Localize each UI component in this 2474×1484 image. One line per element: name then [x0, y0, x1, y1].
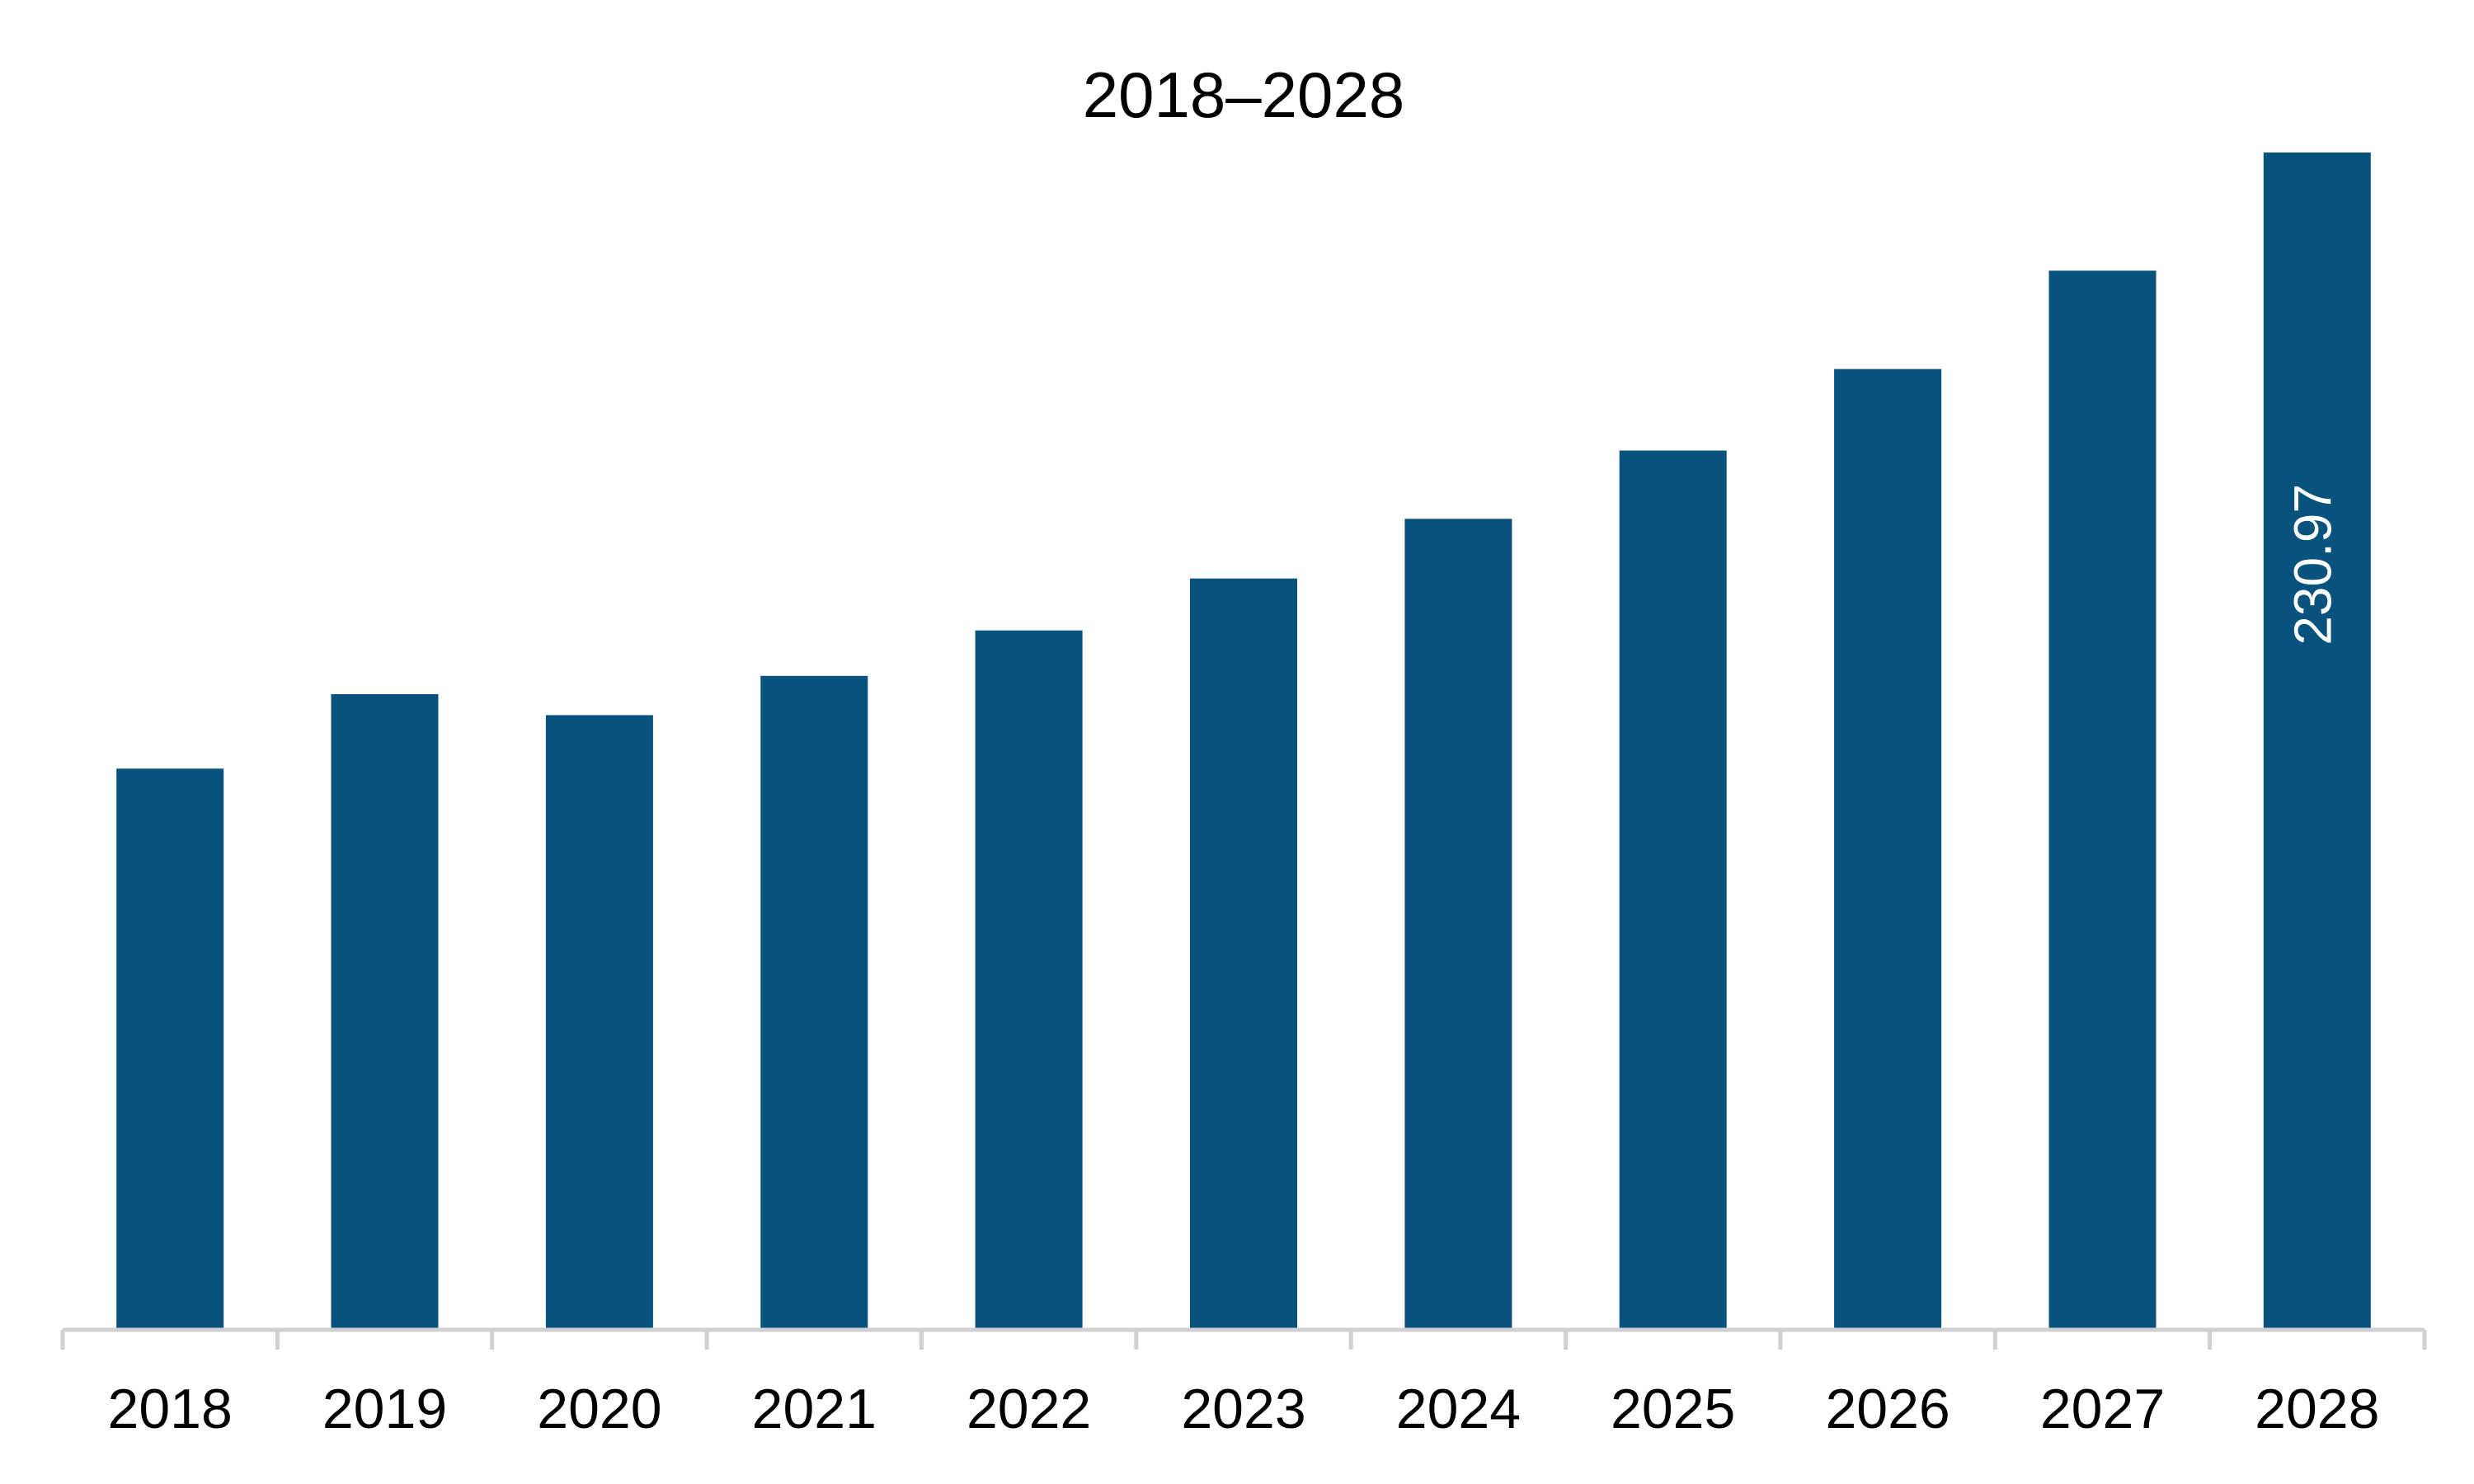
data-labels: 230.97 — [2284, 484, 2343, 646]
x-axis-tick-labels: 2018 2019 2020 2021 2022 2023 2024 2025 2026 2027… — [108, 1378, 2380, 1440]
bar-2024 — [1404, 519, 1512, 1330]
tick-label-2018: 2018 — [108, 1378, 233, 1440]
tick-label-2019: 2019 — [322, 1378, 447, 1440]
x-axis — [60, 1327, 2427, 1350]
bar-2027 — [2048, 270, 2157, 1330]
tick-label-2027: 2027 — [2040, 1378, 2165, 1440]
bar-2020 — [545, 715, 653, 1330]
tick-label-2020: 2020 — [537, 1378, 661, 1440]
data-label-2028: 230.97 — [2284, 484, 2343, 646]
bar-2019 — [331, 694, 439, 1330]
bar-2018 — [116, 768, 224, 1330]
bar-2023 — [1190, 578, 1297, 1330]
tick-label-2025: 2025 — [1611, 1378, 1735, 1440]
tick-label-2024: 2024 — [1396, 1378, 1521, 1440]
tick-label-2023: 2023 — [1181, 1378, 1305, 1440]
bar-2021 — [760, 675, 868, 1330]
bar-2025 — [1619, 450, 1727, 1330]
bar-2028 — [2263, 153, 2371, 1330]
bars-group — [116, 153, 2371, 1331]
tick-label-2026: 2026 — [1825, 1378, 1950, 1440]
tick-label-2028: 2028 — [2255, 1378, 2379, 1440]
bar-2022 — [975, 630, 1083, 1330]
bar-2026 — [1834, 369, 1942, 1331]
tick-label-2022: 2022 — [967, 1378, 1091, 1440]
tick-label-2021: 2021 — [752, 1378, 877, 1440]
chart-title: 2018–2028 — [1083, 59, 1404, 131]
